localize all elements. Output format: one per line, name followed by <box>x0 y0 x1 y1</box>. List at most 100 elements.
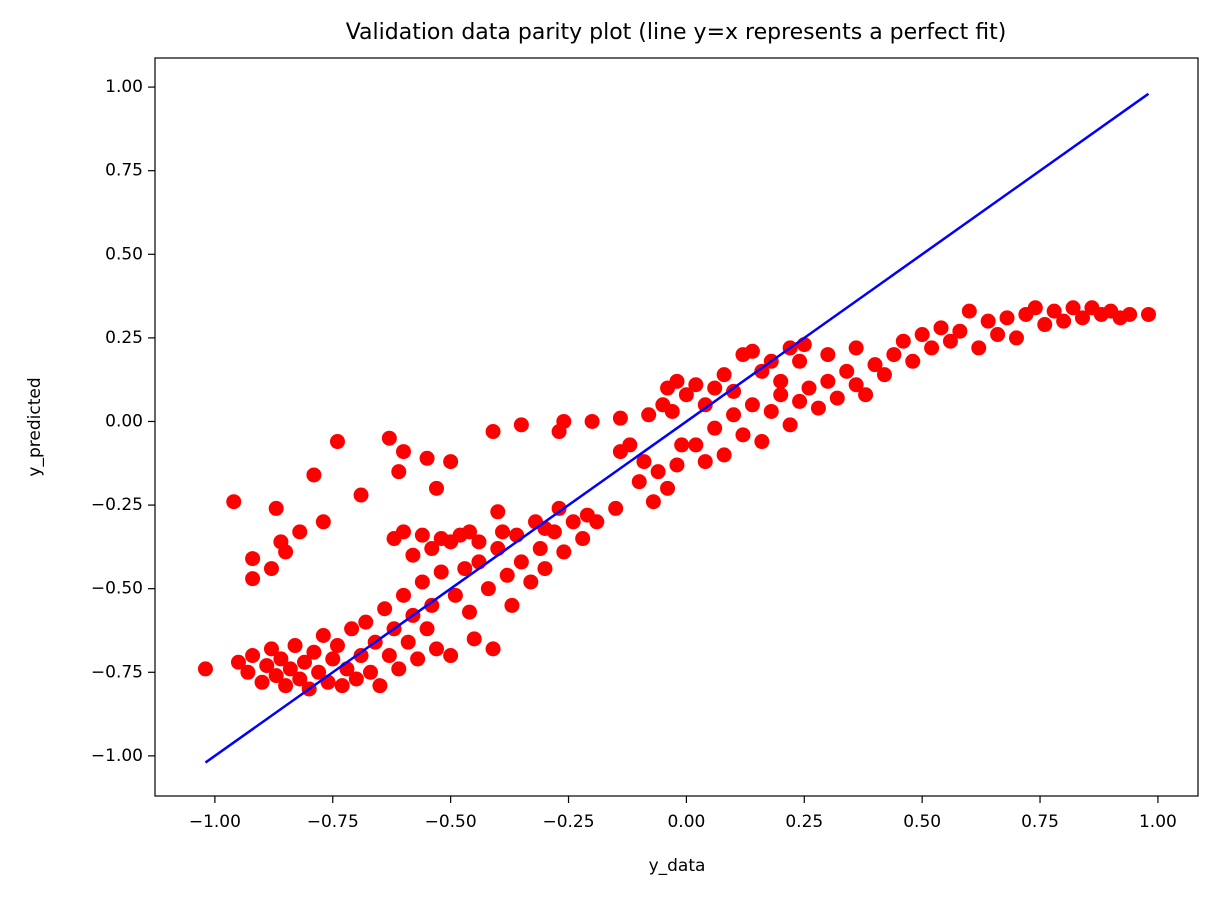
x-tick-label: −0.25 <box>542 812 594 832</box>
point <box>858 387 874 403</box>
x-tick-label: 0.25 <box>785 812 823 832</box>
point <box>513 417 529 433</box>
point <box>254 674 270 690</box>
point <box>631 474 647 490</box>
point <box>428 480 444 496</box>
point <box>513 554 529 570</box>
point <box>414 527 430 543</box>
point <box>480 581 496 597</box>
x-tick-label: 0.00 <box>667 812 705 832</box>
point <box>641 407 657 423</box>
point <box>674 437 690 453</box>
point <box>669 373 685 389</box>
point <box>287 638 303 654</box>
point <box>933 320 949 336</box>
point <box>447 587 463 603</box>
point <box>622 437 638 453</box>
parity-line <box>204 92 1150 764</box>
point <box>971 340 987 356</box>
point <box>1074 310 1090 326</box>
point <box>886 347 902 363</box>
point <box>537 561 553 577</box>
point <box>306 644 322 660</box>
point <box>443 648 459 664</box>
point <box>419 450 435 466</box>
point <box>810 400 826 416</box>
point <box>1037 317 1053 333</box>
point <box>688 377 704 393</box>
x-tick-label: 0.75 <box>1021 812 1059 832</box>
point <box>1056 313 1072 329</box>
point <box>801 380 817 396</box>
point <box>471 534 487 550</box>
point <box>773 387 789 403</box>
point <box>895 333 911 349</box>
point <box>792 353 808 369</box>
point <box>414 574 430 590</box>
point <box>688 437 704 453</box>
point <box>782 417 798 433</box>
point <box>245 648 261 664</box>
point <box>655 397 671 413</box>
y-tick-label: −0.25 <box>91 495 143 515</box>
point <box>372 678 388 694</box>
point <box>636 454 652 470</box>
point <box>391 464 407 480</box>
point <box>876 367 892 383</box>
point <box>726 407 742 423</box>
point <box>961 303 977 319</box>
chart-title: Validation data parity plot (line y=x re… <box>346 20 1007 45</box>
y-axis-label: y_predicted <box>25 377 45 476</box>
point <box>391 661 407 677</box>
point <box>575 531 591 547</box>
point <box>428 641 444 657</box>
point <box>735 427 751 443</box>
point <box>678 387 694 403</box>
point <box>263 561 279 577</box>
y-tick-label: 0.50 <box>105 244 143 264</box>
point <box>523 574 539 590</box>
point <box>353 487 369 503</box>
point <box>268 500 284 516</box>
point <box>942 333 958 349</box>
point <box>924 340 940 356</box>
point <box>589 514 605 530</box>
y-tick-label: 0.00 <box>105 411 143 431</box>
point <box>792 393 808 409</box>
point <box>329 434 345 450</box>
point <box>410 651 426 667</box>
y-tick-label: −1.00 <box>91 746 143 766</box>
point <box>650 464 666 480</box>
point <box>263 641 279 657</box>
point <box>754 363 770 379</box>
point <box>716 367 732 383</box>
point <box>707 380 723 396</box>
point <box>292 671 308 687</box>
point <box>551 500 567 516</box>
point <box>315 627 331 643</box>
point <box>400 634 416 650</box>
x-axis-label: y_data <box>649 856 706 876</box>
point <box>358 614 374 630</box>
point <box>848 340 864 356</box>
y-tick-label: 1.00 <box>105 77 143 97</box>
point <box>405 547 421 563</box>
point <box>424 597 440 613</box>
point <box>424 541 440 557</box>
point <box>197 661 213 677</box>
point <box>433 564 449 580</box>
point <box>296 654 312 670</box>
point <box>1140 306 1156 322</box>
plot-frame <box>154 57 1199 797</box>
point <box>829 390 845 406</box>
point <box>697 397 713 413</box>
point <box>381 648 397 664</box>
point <box>419 621 435 637</box>
point <box>499 567 515 583</box>
point <box>466 631 482 647</box>
y-tick-label: −0.75 <box>91 662 143 682</box>
point <box>457 561 473 577</box>
point <box>584 413 600 429</box>
x-tick-label: −0.75 <box>307 812 359 832</box>
